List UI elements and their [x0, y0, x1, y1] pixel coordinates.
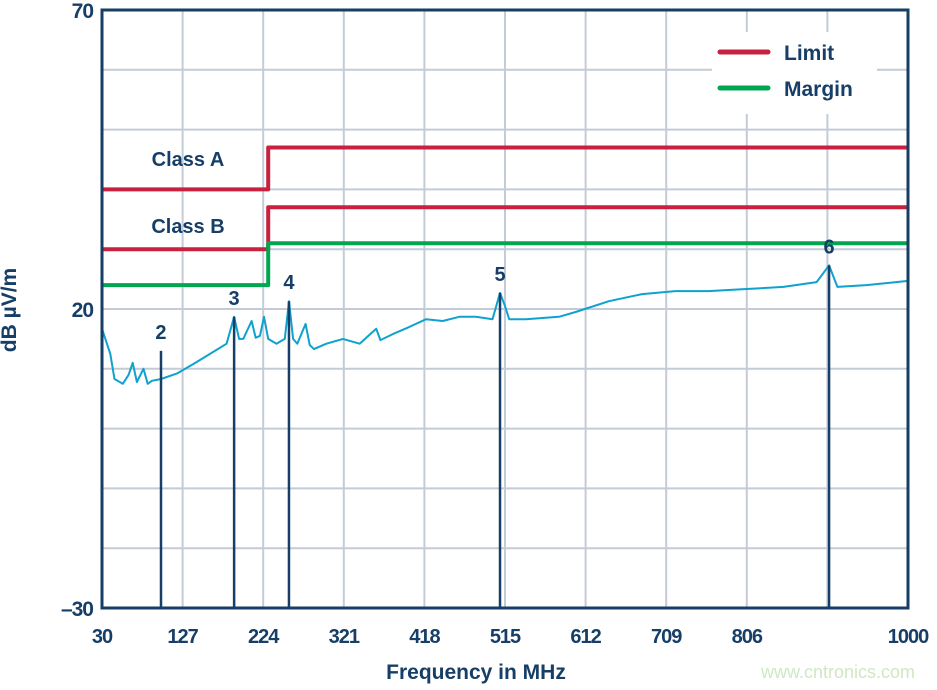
x-tick-label: 321	[329, 626, 360, 648]
x-tick-label: 1000	[888, 626, 929, 648]
plot-frame	[100, 8, 910, 610]
emission-trace	[101, 264, 909, 385]
marker-label: 2	[155, 322, 166, 344]
x-tick-label: 612	[570, 626, 601, 648]
legend-label: Limit	[784, 42, 834, 65]
marker-label: 5	[494, 264, 505, 286]
marker-label: 3	[229, 288, 240, 310]
y-axis-title: dB µV/m	[0, 268, 21, 352]
x-tick-label: 709	[651, 626, 682, 648]
y-tick-label: 70	[72, 0, 94, 23]
x-tick-label: 30	[92, 626, 113, 648]
y-tick-label: 20	[72, 299, 94, 322]
x-tick-label: 806	[732, 626, 763, 648]
limit-line-class-a	[102, 145, 908, 192]
x-tick-label: 224	[248, 626, 280, 648]
watermark: www.cntronics.com	[760, 662, 915, 682]
legend-label: Margin	[784, 78, 853, 101]
x-tick-label: 418	[409, 626, 440, 648]
legend-background	[712, 32, 877, 114]
limit-line-class-b	[102, 205, 908, 252]
x-axis-title: Frequency in MHz	[386, 661, 566, 684]
y-tick-label: –30	[61, 598, 93, 621]
class-a-label: Class A	[152, 149, 225, 171]
margin-line	[102, 241, 908, 288]
class-b-label: Class B	[151, 216, 224, 238]
marker-label: 6	[823, 236, 834, 258]
x-tick-label: 515	[490, 626, 521, 648]
x-tick-label: 127	[167, 626, 198, 648]
marker-label: 4	[283, 272, 295, 294]
